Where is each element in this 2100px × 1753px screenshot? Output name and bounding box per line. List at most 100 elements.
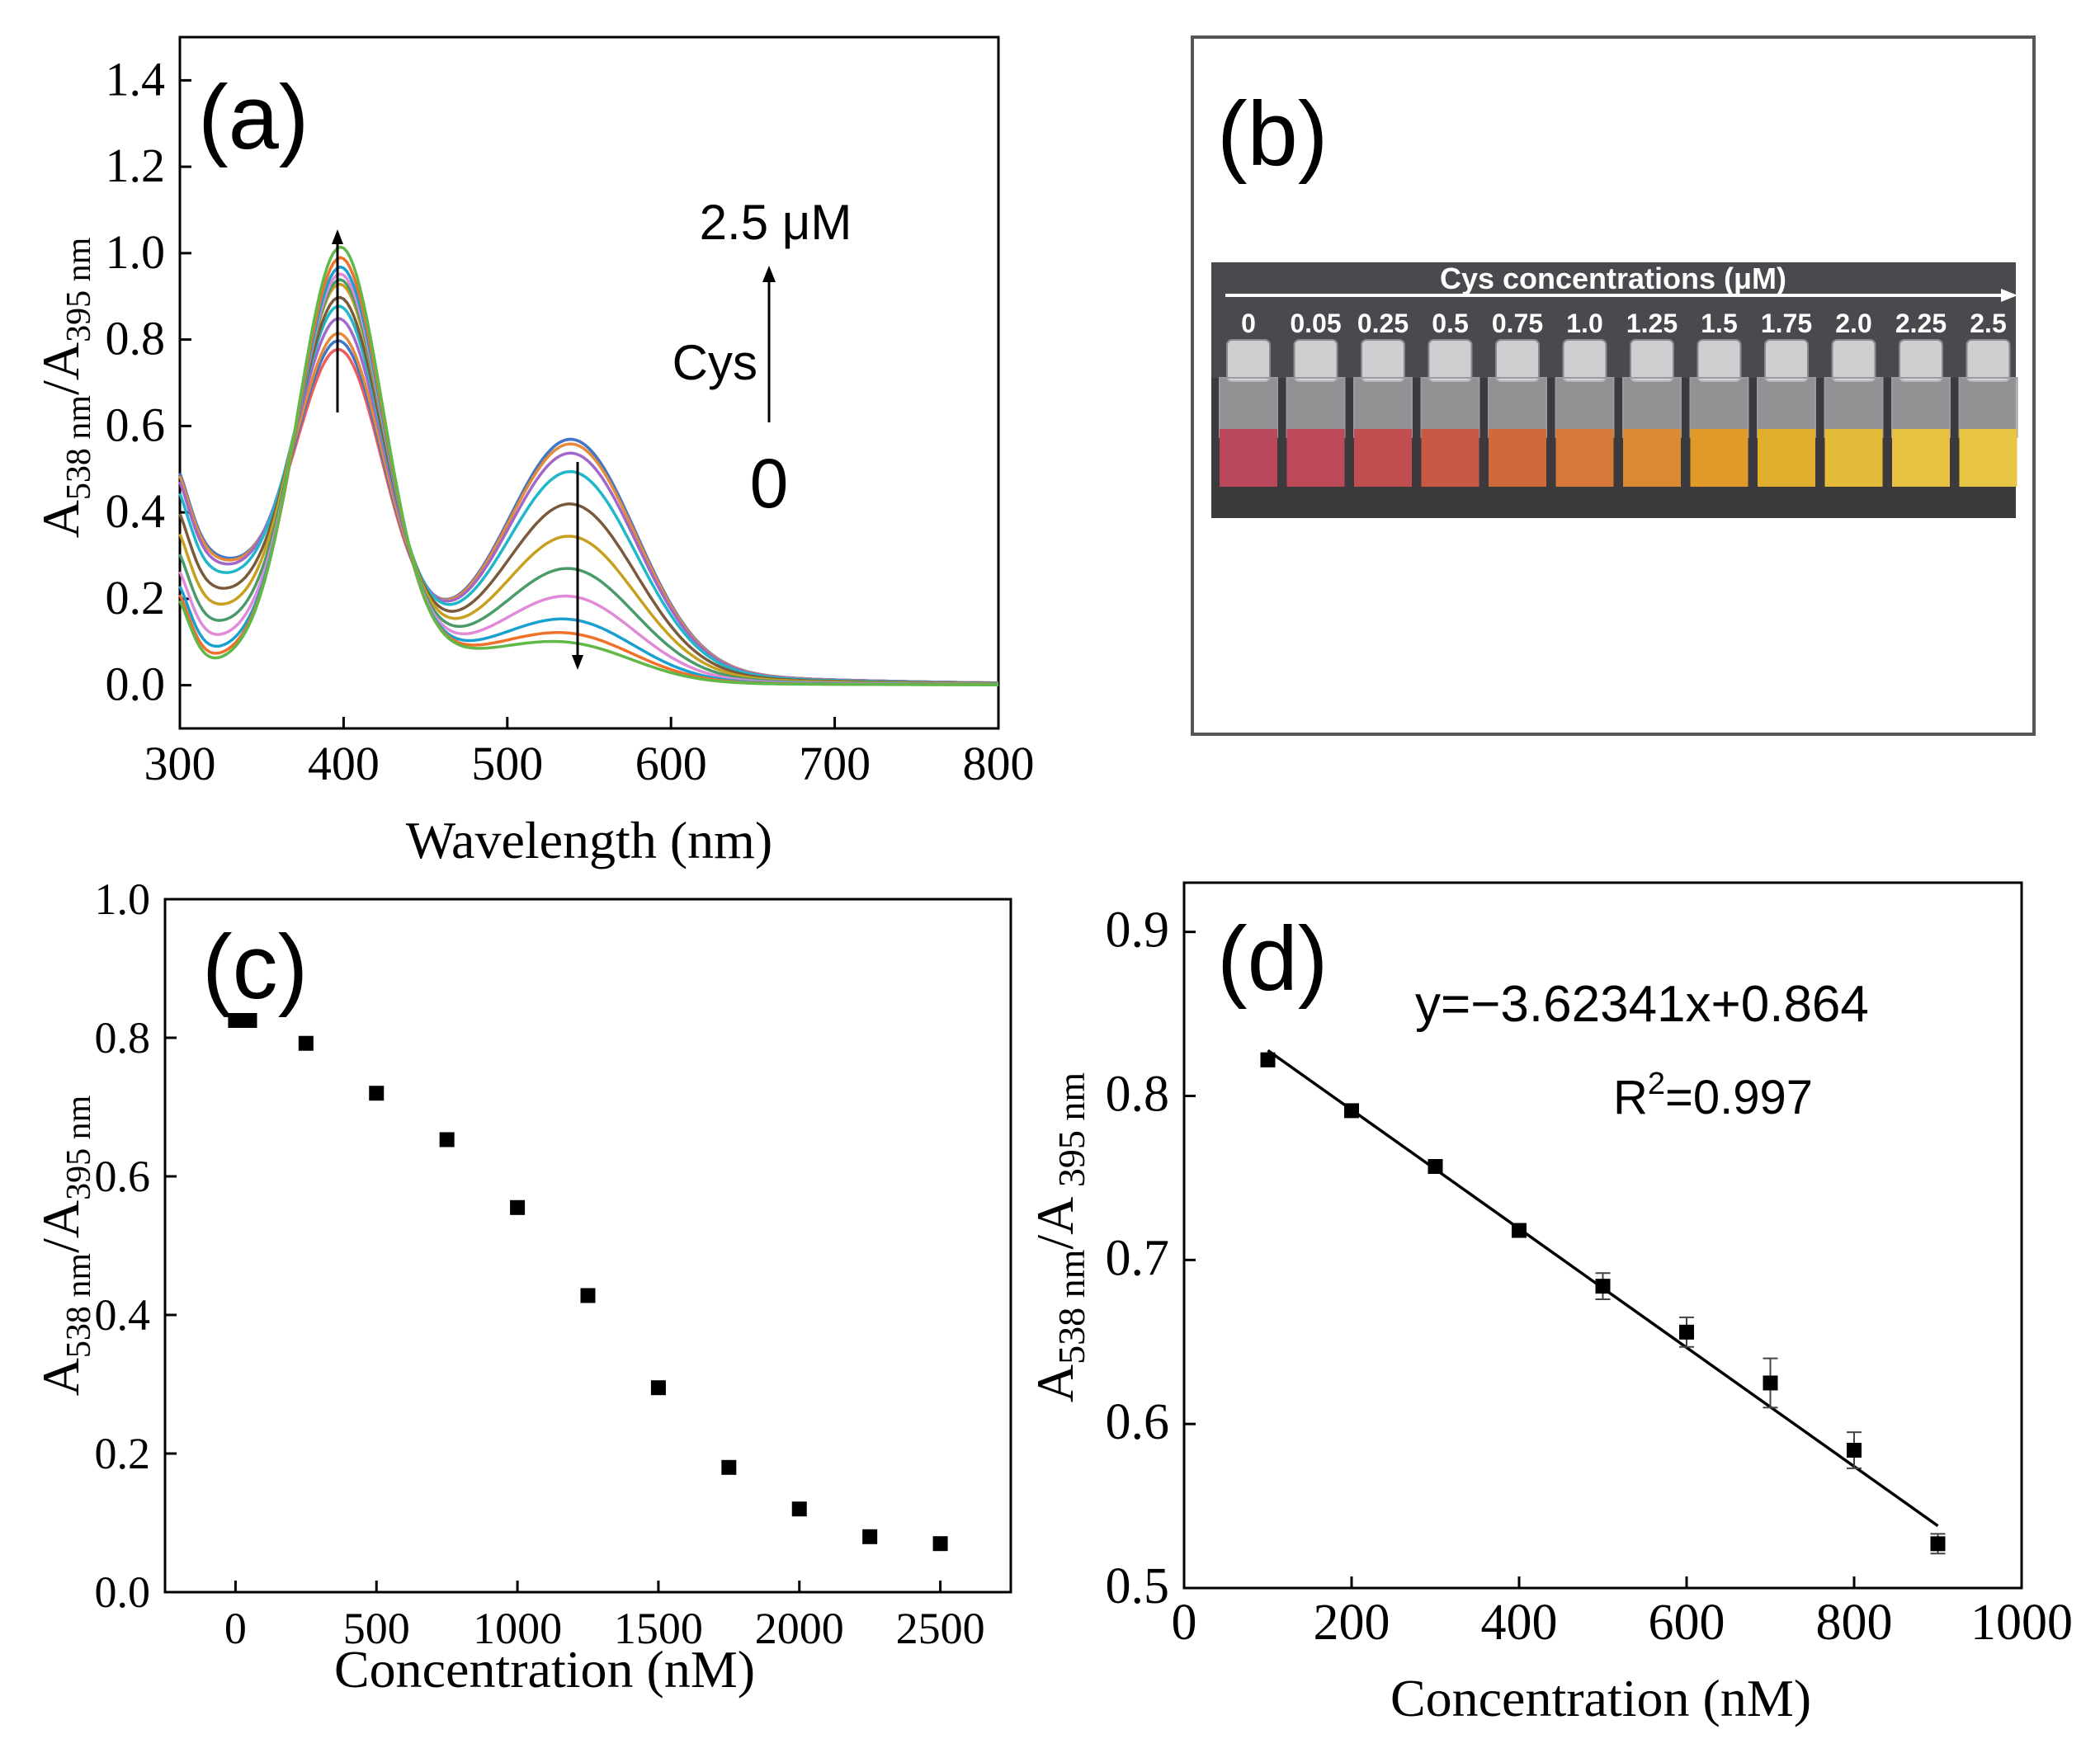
vial-cap [1697, 339, 1742, 382]
vial-label: 2.25 [1895, 309, 1947, 338]
vial-solution [1959, 429, 2017, 487]
data-point [1763, 1375, 1778, 1391]
panel-a-label: (a) [198, 67, 309, 168]
vial-label: 1.5 [1701, 309, 1737, 338]
panel-a-y-tick-label: 0.0 [106, 657, 166, 711]
panel-a-x-tick-label: 700 [799, 737, 871, 790]
vial: 2.0 [1824, 309, 1884, 487]
vial: 1.75 [1757, 309, 1816, 487]
vial: 1.25 [1622, 309, 1682, 487]
data-point [228, 1013, 243, 1028]
data-point [1847, 1442, 1862, 1458]
vial-glass [1555, 377, 1615, 438]
panel-c-label: (c) [202, 917, 308, 1018]
vial: 1.0 [1555, 309, 1615, 487]
panel-c-x-tick-label: 0 [224, 1604, 247, 1653]
vial-glass [1353, 377, 1413, 438]
vial: 2.25 [1891, 309, 1951, 487]
panel-a-annotation-top: 2.5 μM [700, 195, 852, 250]
vial-photo-upper-band [1211, 262, 2016, 378]
vial-cap [1293, 339, 1338, 382]
vial-solution [1489, 429, 1546, 487]
panel-a-line-chart: 300 400 500 600 700 800 0.0 0.2 0.4 0.6 0.8 1.0 1.2… [31, 35, 1035, 869]
panel-a-annotation-bottom: 0 [750, 445, 789, 522]
panel-c-frame [163, 898, 1012, 1594]
vial-glass [1622, 377, 1682, 438]
panel-c-y-tick-label: 0.8 [95, 1013, 151, 1063]
spectrum-line [178, 256, 998, 686]
panel-c-y-ticks: 0.0 0.2 0.4 0.6 0.8 1.0 [95, 874, 177, 1617]
vial-glass [1689, 377, 1749, 438]
vial-solution [1892, 429, 1950, 487]
vial-solution [1690, 429, 1748, 487]
panel-a-frame [178, 35, 1000, 730]
panel-a-x-tick-label: 600 [635, 737, 707, 790]
panel-d-frame [1182, 881, 2023, 1590]
vial-cap [1495, 339, 1540, 382]
vial-label: 1.0 [1566, 309, 1602, 338]
panel-c-scatter-chart: 0 500 1000 1500 2000 2500 0.00.20.40.60.81.0 … [31, 874, 1012, 1699]
vial-glass [1488, 377, 1547, 438]
panel-a-cys-arrow-head [762, 266, 776, 282]
vial-solution [1824, 429, 1883, 487]
data-point [439, 1132, 455, 1147]
vial-glass [1219, 377, 1278, 438]
vial-label: 0.5 [1432, 309, 1468, 338]
panel-a-x-tick-label: 300 [144, 737, 216, 790]
panel-a-down-arrow-head [572, 655, 583, 670]
panel-d-x-tick-label: 800 [1816, 1595, 1893, 1651]
panel-d-x-ticks: 0 200 400 600 800 1000 [1172, 1576, 2073, 1651]
vial-solution [1286, 429, 1345, 487]
spectrum-line [178, 317, 999, 685]
data-point [721, 1459, 737, 1475]
spectrum-line [178, 304, 999, 685]
vial-label: 1.75 [1761, 309, 1812, 338]
vial-cap [1764, 339, 1809, 382]
panel-a-spectra [178, 245, 999, 686]
spectrum-line [178, 245, 998, 686]
vial-glass [1958, 377, 2018, 438]
panel-a-up-arrow-head [332, 229, 343, 244]
data-point [1679, 1324, 1694, 1340]
vial-cap [1630, 339, 1674, 382]
data-point [298, 1035, 314, 1051]
panel-c-x-tick-label: 1500 [614, 1604, 703, 1653]
panel-b-photo: (b) Cys concentrations (μM) 0 0.05 0.25 0.5… [1191, 35, 2036, 736]
vial-cap [1361, 339, 1405, 382]
panel-c-x-tick-label: 2500 [896, 1604, 985, 1653]
vial-solution [1220, 429, 1277, 487]
panel-a-y-tick-label: 0.8 [106, 312, 166, 365]
panel-d-y-tick-label: 0.5 [1106, 1558, 1170, 1614]
vial-glass [1420, 377, 1480, 438]
panel-d-label: (d) [1217, 908, 1328, 1010]
vial-glass [1757, 377, 1816, 438]
data-point [369, 1086, 385, 1101]
vial-solution [1623, 429, 1681, 487]
vial: 0.5 [1420, 309, 1480, 487]
panel-b-label: (b) [1217, 83, 1328, 185]
panel-d-calibration-chart: 0 200 400 600 800 1000 0.5 0.6 0.7 0.8 0.9 (d) y=… [1026, 881, 2073, 1727]
panel-d-x-axis-label: Concentration (nM) [1390, 1669, 1811, 1727]
panel-a-x-tick-label: 400 [308, 737, 380, 790]
panel-c-x-tick-label: 2000 [755, 1604, 844, 1653]
concentration-axis-arrow [2001, 289, 2017, 302]
vial-glass [1286, 377, 1346, 438]
vial: 0.05 [1286, 309, 1346, 487]
data-point [1930, 1536, 1946, 1552]
spectrum-line [178, 295, 999, 686]
data-point [242, 1013, 257, 1028]
vial-label: 1.25 [1626, 309, 1678, 338]
vial-cap [1226, 339, 1271, 382]
panel-a-y-tick-label: 0.6 [106, 398, 166, 451]
vial: 0 [1219, 309, 1278, 487]
data-point [862, 1529, 878, 1544]
vial-glass [1824, 377, 1884, 438]
vial-cap [1966, 339, 2011, 382]
data-point [510, 1199, 526, 1215]
panel-d-y-tick-label: 0.7 [1106, 1230, 1170, 1286]
panel-d-x-tick-label: 200 [1314, 1595, 1390, 1651]
data-point [1512, 1223, 1527, 1238]
panel-a-x-tick-label: 500 [471, 737, 543, 790]
panel-d-x-tick-label: 400 [1481, 1595, 1558, 1651]
